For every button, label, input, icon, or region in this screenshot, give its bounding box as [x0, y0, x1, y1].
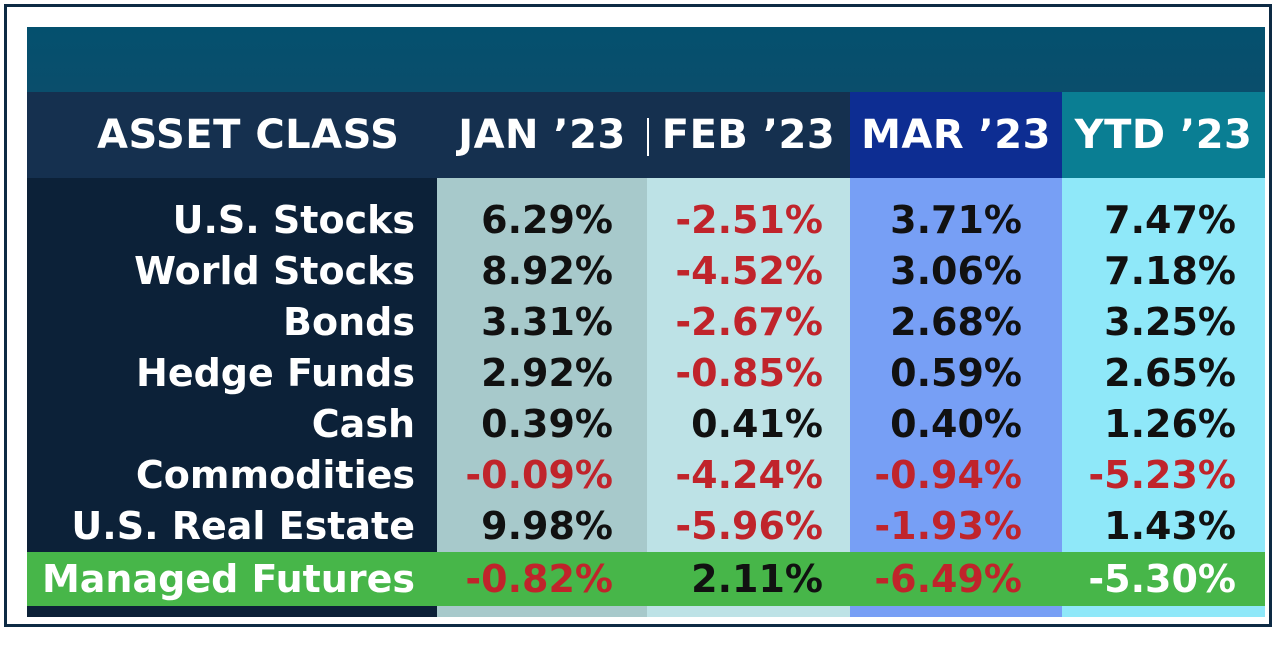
- cell-mar: -6.49%: [874, 557, 1022, 601]
- label-column: [27, 92, 437, 617]
- row-label: Hedge Funds: [136, 351, 415, 395]
- feb-column: [647, 92, 850, 617]
- cell-jan: 6.29%: [481, 198, 613, 242]
- row-label: U.S. Stocks: [172, 198, 415, 242]
- cell-jan: 0.39%: [481, 402, 613, 446]
- cell-feb: 0.41%: [691, 402, 823, 446]
- cell-feb: 2.11%: [691, 557, 823, 601]
- cell-mar: 0.40%: [890, 402, 1022, 446]
- header-mar: MAR ’23: [850, 92, 1062, 178]
- mar-column: [850, 92, 1062, 617]
- ytd-column: [1062, 92, 1265, 617]
- header-asset-class: ASSET CLASS: [27, 92, 437, 178]
- table-frame: ASSET CLASS JAN ’23 FEB ’23 MAR ’23 YTD …: [4, 4, 1272, 627]
- returns-table: ASSET CLASS JAN ’23 FEB ’23 MAR ’23 YTD …: [27, 27, 1265, 617]
- cell-feb: -5.96%: [675, 504, 823, 548]
- cell-jan: 3.31%: [481, 300, 613, 344]
- cell-jan: 9.98%: [481, 504, 613, 548]
- row-label: U.S. Real Estate: [71, 504, 415, 548]
- cell-feb: -0.85%: [675, 351, 823, 395]
- jan-column: [437, 92, 647, 617]
- table-row: Bonds 3.31% -2.67% 2.68% 3.25%: [27, 297, 1265, 348]
- row-label: Commodities: [135, 453, 415, 497]
- cell-mar: 3.06%: [890, 249, 1022, 293]
- cell-ytd: 1.43%: [1104, 504, 1236, 548]
- cell-feb: -4.24%: [675, 453, 823, 497]
- table-row: U.S. Real Estate 9.98% -5.96% -1.93% 1.43%: [27, 501, 1265, 552]
- cell-jan: -0.09%: [465, 453, 613, 497]
- cell-mar: -1.93%: [874, 504, 1022, 548]
- cell-ytd: -5.30%: [1088, 557, 1236, 601]
- table-row: U.S. Stocks 6.29% -2.51% 3.71% 7.47%: [27, 195, 1265, 246]
- cell-ytd: 7.47%: [1104, 198, 1236, 242]
- header-feb: FEB ’23: [647, 92, 850, 178]
- cell-mar: -0.94%: [874, 453, 1022, 497]
- header-jan: JAN ’23: [437, 92, 647, 178]
- cell-mar: 2.68%: [890, 300, 1022, 344]
- cell-feb: -4.52%: [675, 249, 823, 293]
- highlight-row-managed-futures: Managed Futures -0.82% 2.11% -6.49% -5.30%: [27, 552, 1265, 606]
- top-banner: [27, 27, 1265, 92]
- table-row: World Stocks 8.92% -4.52% 3.06% 7.18%: [27, 246, 1265, 297]
- table-row: Cash 0.39% 0.41% 0.40% 1.26%: [27, 399, 1265, 450]
- cell-jan: 8.92%: [481, 249, 613, 293]
- row-label: Cash: [311, 402, 415, 446]
- cell-feb: -2.67%: [675, 300, 823, 344]
- cell-ytd: 3.25%: [1104, 300, 1236, 344]
- table-body: U.S. Stocks 6.29% -2.51% 3.71% 7.47% World St…: [27, 195, 1265, 552]
- cell-mar: 0.59%: [890, 351, 1022, 395]
- cell-ytd: 2.65%: [1104, 351, 1236, 395]
- cell-mar: 3.71%: [890, 198, 1022, 242]
- header-divider: [647, 118, 649, 156]
- row-label: Bonds: [283, 300, 415, 344]
- table-row: Hedge Funds 2.92% -0.85% 0.59% 2.65%: [27, 348, 1265, 399]
- row-label: World Stocks: [134, 249, 415, 293]
- cell-jan: 2.92%: [481, 351, 613, 395]
- cell-ytd: 7.18%: [1104, 249, 1236, 293]
- cell-ytd: -5.23%: [1088, 453, 1236, 497]
- cell-feb: -2.51%: [675, 198, 823, 242]
- row-label: Managed Futures: [41, 557, 415, 601]
- header-ytd: YTD ’23: [1062, 92, 1265, 178]
- table-row: Commodities -0.09% -4.24% -0.94% -5.23%: [27, 450, 1265, 501]
- cell-ytd: 1.26%: [1104, 402, 1236, 446]
- cell-jan: -0.82%: [465, 557, 613, 601]
